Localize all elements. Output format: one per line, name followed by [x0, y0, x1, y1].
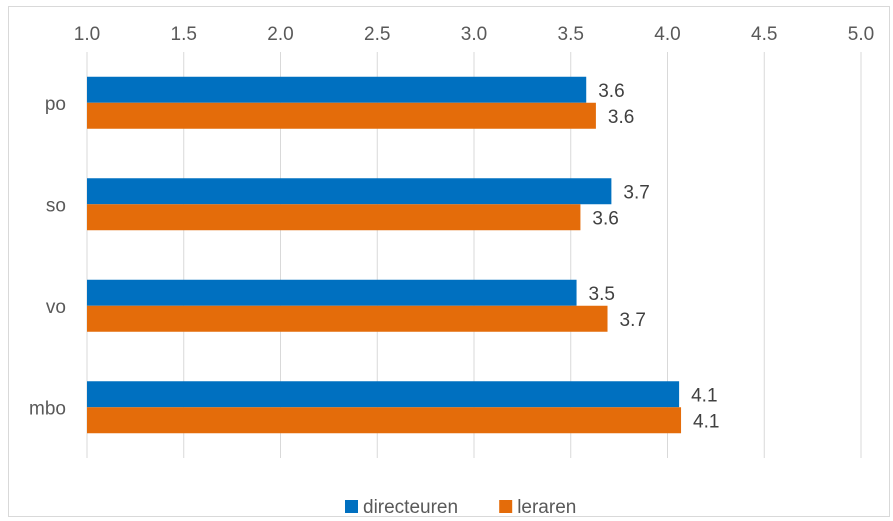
x-tick-label-8: 5.0	[848, 24, 874, 45]
x-tick-label-0: 1.0	[74, 24, 100, 45]
x-tick-label-6: 4.0	[654, 24, 680, 45]
bar-directeuren-po	[87, 76, 587, 103]
x-tick-label-3: 2.5	[364, 24, 390, 45]
category-label-so: so	[46, 195, 66, 216]
data-label-directeuren-vo: 3.5	[589, 284, 615, 305]
legend-swatch-leraren	[499, 500, 513, 513]
bars	[87, 76, 682, 434]
category-label-mbo: mbo	[29, 398, 66, 419]
x-tick-label-7: 4.5	[751, 24, 777, 45]
data-label-leraren-vo: 3.7	[620, 310, 646, 331]
x-tick-label-1: 1.5	[171, 24, 197, 45]
x-axis-ticks: 1.0 1.5 2.0 2.5 3.0 3.5 4.0 4.5 5.0	[74, 24, 874, 45]
data-label-leraren-po: 3.6	[608, 107, 634, 128]
x-tick-label-5: 3.5	[558, 24, 584, 45]
bar-directeuren-vo	[87, 279, 577, 306]
category-label-vo: vo	[46, 297, 66, 318]
legend: directeuren leraren	[345, 497, 576, 518]
data-label-directeuren-so: 3.7	[623, 182, 649, 203]
legend-swatch-directeuren	[345, 500, 358, 513]
data-label-directeuren-mbo: 4.1	[691, 385, 717, 406]
legend-label-directeuren: directeuren	[363, 497, 458, 518]
bar-directeuren-so	[87, 178, 612, 205]
bar-leraren-po	[87, 102, 596, 129]
data-label-directeuren-po: 3.6	[598, 81, 624, 102]
data-labels: 3.63.63.73.63.53.74.14.1	[589, 81, 720, 433]
x-tick-label-2: 2.0	[267, 24, 293, 45]
category-label-po: po	[45, 94, 66, 115]
bar-directeuren-mbo	[87, 381, 680, 408]
bar-leraren-mbo	[87, 407, 682, 434]
x-tick-label-4: 3.0	[461, 24, 487, 45]
bar-leraren-so	[87, 204, 581, 231]
bar-leraren-vo	[87, 305, 608, 332]
data-label-leraren-mbo: 4.1	[693, 411, 719, 432]
y-axis-categories: po so vo mbo	[29, 94, 66, 420]
legend-label-leraren: leraren	[517, 497, 576, 518]
data-label-leraren-so: 3.6	[592, 208, 618, 229]
